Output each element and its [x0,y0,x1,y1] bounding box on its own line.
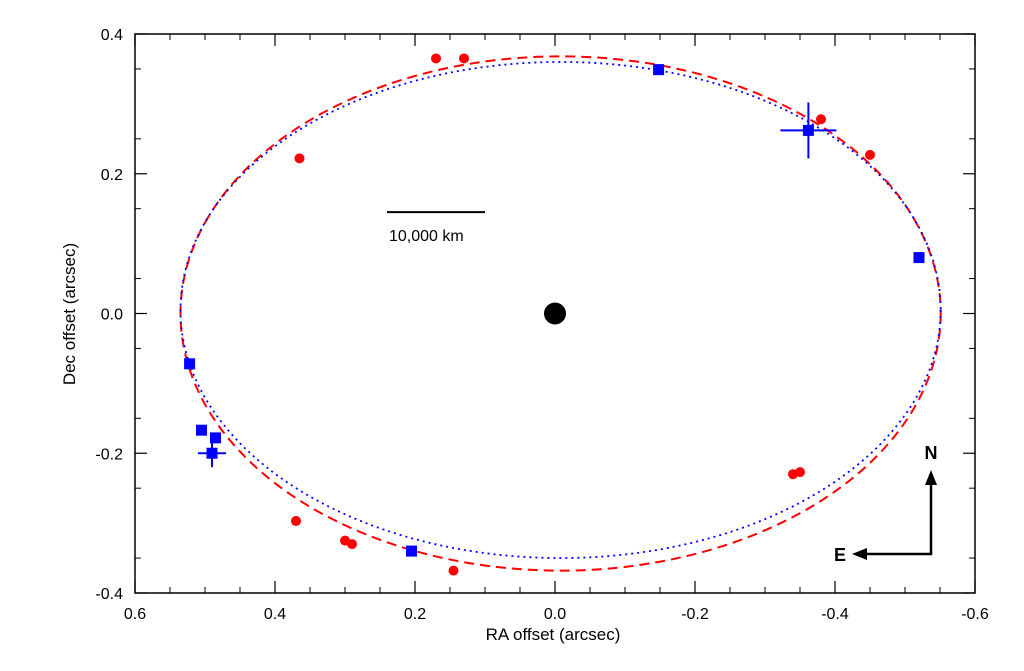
east-arrow-head [852,548,867,560]
scale-bar: 10,000 km [387,211,485,245]
data-point-circle [448,565,459,576]
data-point-square [206,447,218,459]
x-tick-label: 0.4 [264,606,286,623]
y-tick-label: 0.0 [101,307,123,324]
data-point-circle [795,467,805,478]
data-point-square [196,424,207,436]
data-point-circle [816,114,826,125]
data-point-square [802,124,814,136]
data-point-circle [294,153,305,164]
data-points [184,53,925,576]
data-point-square [184,358,196,370]
data-point-circle [347,539,357,550]
y-tick-label: -0.2 [95,446,123,463]
compass: N E [834,443,938,565]
x-tick-label: -0.2 [681,606,709,623]
x-tick-label: -0.6 [961,606,989,623]
tick-labels: 0.6 0.4 0.2 0.0 -0.2 -0.4 -0.6 0.4 0.2 0.0 -0.2 -0.… [95,27,988,623]
north-label: N [925,443,938,463]
x-tick-label: 0.6 [124,606,146,623]
data-point-circle [291,516,301,527]
y-tick-label: -0.4 [95,586,123,603]
plot-frame [134,33,976,594]
data-point-square [653,64,665,76]
x-tick-label: -0.4 [821,606,849,623]
central-body [544,302,566,325]
data-point-square [913,252,925,264]
data-point-circle [865,149,875,160]
axis-ticks [134,33,976,594]
data-point-square [210,432,221,444]
scale-bar-label: 10,000 km [389,228,464,245]
orbit-fit-dashed [179,55,942,572]
north-arrow-head [925,470,937,485]
east-label: E [834,545,846,565]
data-point-circle [431,53,441,64]
y-axis-label: Dec offset (arcsec) [60,243,79,385]
orbit-fits [179,55,942,572]
data-point-circle [459,53,469,64]
y-tick-label: 0.4 [101,27,123,44]
data-point-square [406,545,417,557]
x-tick-label: 0.2 [404,606,426,623]
x-axis-label: RA offset (arcsec) [486,625,621,644]
y-tick-label: 0.2 [101,167,123,184]
orbit-fit-dotted [179,61,942,559]
x-tick-label: 0.0 [544,606,566,623]
